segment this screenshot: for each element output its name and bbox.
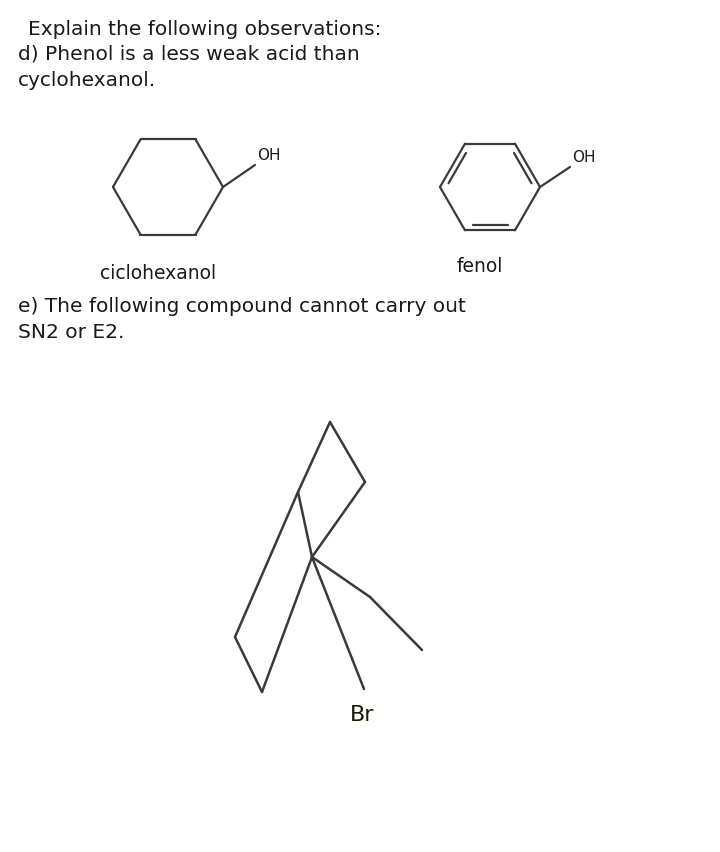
Text: ciclohexanol: ciclohexanol bbox=[100, 264, 216, 283]
Text: fenol: fenol bbox=[456, 257, 503, 276]
Text: Explain the following observations:: Explain the following observations: bbox=[28, 20, 382, 39]
Text: Br: Br bbox=[350, 705, 374, 725]
Text: e) The following compound cannot carry out
SN2 or E2.: e) The following compound cannot carry o… bbox=[18, 297, 466, 343]
Text: d) Phenol is a less weak acid than
cyclohexanol.: d) Phenol is a less weak acid than cyclo… bbox=[18, 44, 360, 89]
Text: OH: OH bbox=[572, 150, 595, 165]
Text: OH: OH bbox=[257, 148, 281, 163]
